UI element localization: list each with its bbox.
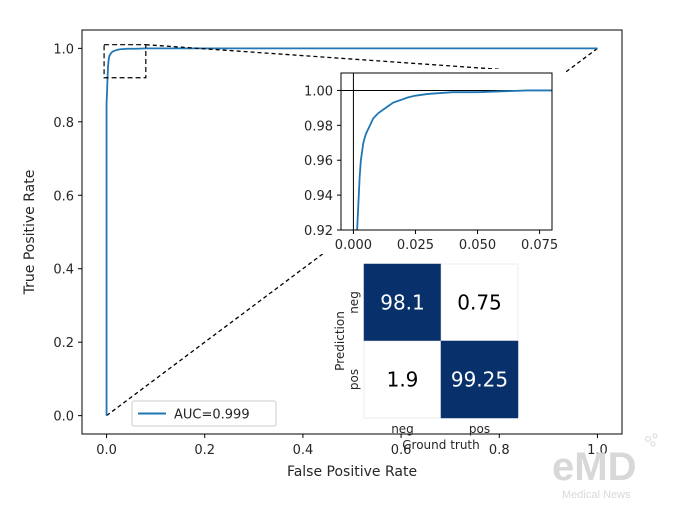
inset-y-tick-label: 0.96	[304, 154, 333, 169]
cm-cell	[440, 263, 519, 342]
zoom-connector-line	[145, 44, 553, 74]
inset-x-tick-label: 0.000	[335, 238, 372, 253]
inset-y-tick-label: 0.92	[304, 224, 333, 239]
y-tick-label: 1.0	[53, 42, 74, 57]
inset-x-tick-label: 0.025	[397, 238, 434, 253]
cm-x-axis-label: Ground truth	[402, 438, 480, 452]
y-axis-label: True Positive Rate	[22, 170, 38, 296]
y-tick-label: 0.0	[53, 410, 74, 425]
cm-cell-value: 99.25	[451, 368, 508, 392]
watermark-subtitle: Medical News	[562, 489, 631, 501]
y-tick-label: 0.4	[53, 263, 74, 278]
cm-y-category-label: pos	[347, 369, 361, 390]
cm-y-category-label: neg	[347, 291, 361, 314]
main-y-ticks: 0.0 0.2 0.4 0.6 0.8 1.0	[53, 42, 82, 425]
inset-y-tick-label: 1.00	[304, 84, 333, 99]
x-tick-label: 0.2	[194, 443, 215, 458]
cm-x-category-label: pos	[469, 422, 490, 436]
cm-cell-value: 1.9	[387, 368, 419, 392]
confusion-matrix-cells: 98.1 0.75 1.9 99.25	[363, 263, 519, 419]
x-tick-label: 0.6	[391, 443, 412, 458]
legend: AUC=0.999	[131, 400, 277, 427]
x-tick-label: 0.4	[293, 443, 314, 458]
cm-cell	[440, 340, 519, 419]
cm-y-axis-label: Prediction	[333, 311, 347, 371]
main-x-ticks: 0.0 0.2 0.4 0.6 0.8 1.0	[96, 434, 608, 458]
cm-y-categories: neg pos	[347, 291, 361, 390]
main-plot-frame	[81, 29, 623, 435]
watermark-dot-icon	[652, 433, 658, 439]
cm-x-category-label: neg	[391, 422, 414, 436]
cm-cell	[363, 263, 442, 342]
x-axis-label: False Positive Rate	[287, 464, 417, 480]
x-tick-label: 0.0	[96, 443, 117, 458]
y-tick-label: 0.8	[53, 116, 74, 131]
watermark-dot-icon	[650, 441, 656, 447]
watermark-dot-icon	[645, 436, 651, 442]
emd-watermark-logo: eMD Medical News	[552, 433, 658, 501]
inset-background	[285, 69, 566, 254]
zoom-region-box	[103, 44, 147, 79]
inset-roc-curve	[356, 89, 552, 231]
cm-cell-value: 98.1	[380, 291, 425, 315]
y-tick-label: 0.6	[53, 189, 74, 204]
roc-main-plot: 0.0 0.2 0.4 0.6 0.8 1.0 0.0 0.2 0.4 0.6 0.8 1.0 Fa…	[22, 29, 623, 480]
x-tick-label: 1.0	[587, 443, 608, 458]
confusion-matrix: 98.1 0.75 1.9 99.25 neg pos neg pos Ground tr…	[333, 263, 519, 452]
inset-x-ticks: 0.000 0.025 0.050 0.075	[335, 230, 558, 253]
legend-entry: AUC=0.999	[174, 408, 250, 423]
inset-x-tick-label: 0.075	[521, 238, 558, 253]
inset-frame	[340, 72, 553, 231]
inset-y-tick-label: 0.94	[304, 189, 333, 204]
inset-x-tick-label: 0.050	[459, 238, 496, 253]
x-tick-label: 0.8	[489, 443, 510, 458]
cm-x-categories: neg pos	[391, 422, 490, 436]
watermark-logo-text: eMD	[552, 445, 636, 489]
cm-cell	[363, 340, 442, 419]
inset-y-tick-label: 0.98	[304, 119, 333, 134]
cm-cell-value: 0.75	[457, 291, 502, 315]
y-tick-label: 0.2	[53, 336, 74, 351]
zoom-inset-plot: 0.000 0.025 0.050 0.075 0.92 0.94 0.96 0.98 1.0…	[285, 69, 566, 254]
inset-y-ticks: 0.92 0.94 0.96 0.98 1.00	[304, 84, 341, 239]
legend-box	[131, 400, 277, 427]
